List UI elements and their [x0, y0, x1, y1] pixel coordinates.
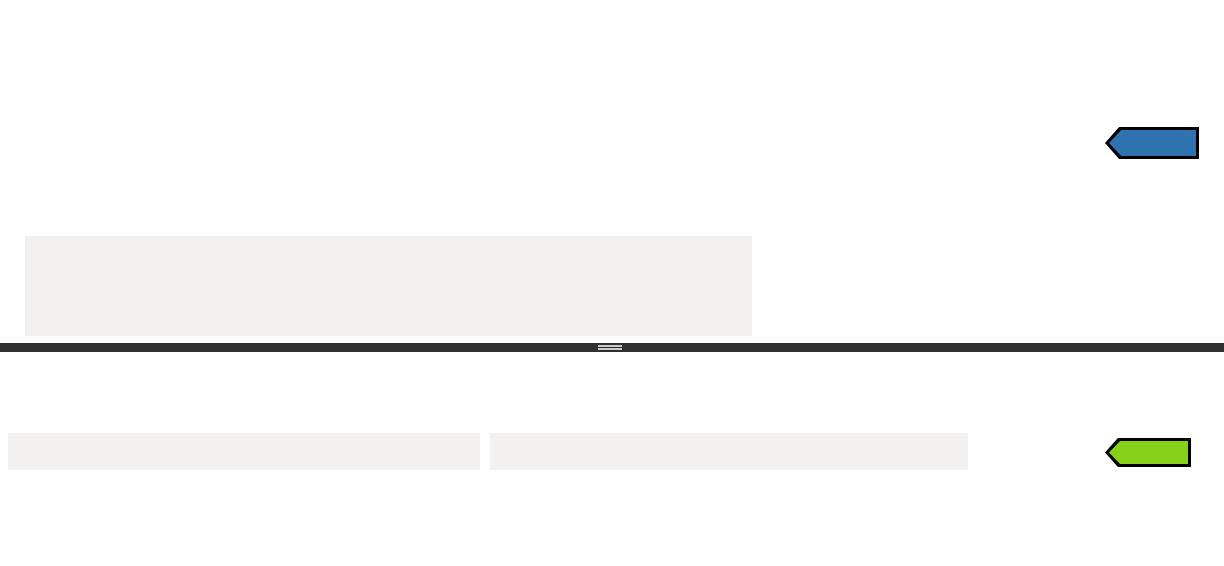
legend-row-ma200[interactable]: [25, 310, 752, 334]
ratio-swatch-icon: [497, 445, 510, 458]
separator-drag-handle-icon[interactable]: [598, 345, 622, 350]
ma200-swatch-icon: [31, 316, 44, 329]
ratio-legend[interactable]: [490, 433, 968, 470]
last-price-swatch-icon: [31, 244, 44, 257]
ma100-swatch-icon: [31, 292, 44, 305]
legend-row-last-price[interactable]: [25, 238, 752, 262]
top-panel-legend: [25, 236, 752, 336]
ma50-swatch-icon: [31, 268, 44, 281]
legend-row-ma100[interactable]: [25, 286, 752, 310]
last-price-tag: [1105, 127, 1199, 159]
legend-row-ma50[interactable]: [25, 262, 752, 286]
panel-separator: [0, 343, 1224, 352]
normalized-note: [8, 433, 480, 470]
relative-value-tag: [1105, 438, 1191, 467]
